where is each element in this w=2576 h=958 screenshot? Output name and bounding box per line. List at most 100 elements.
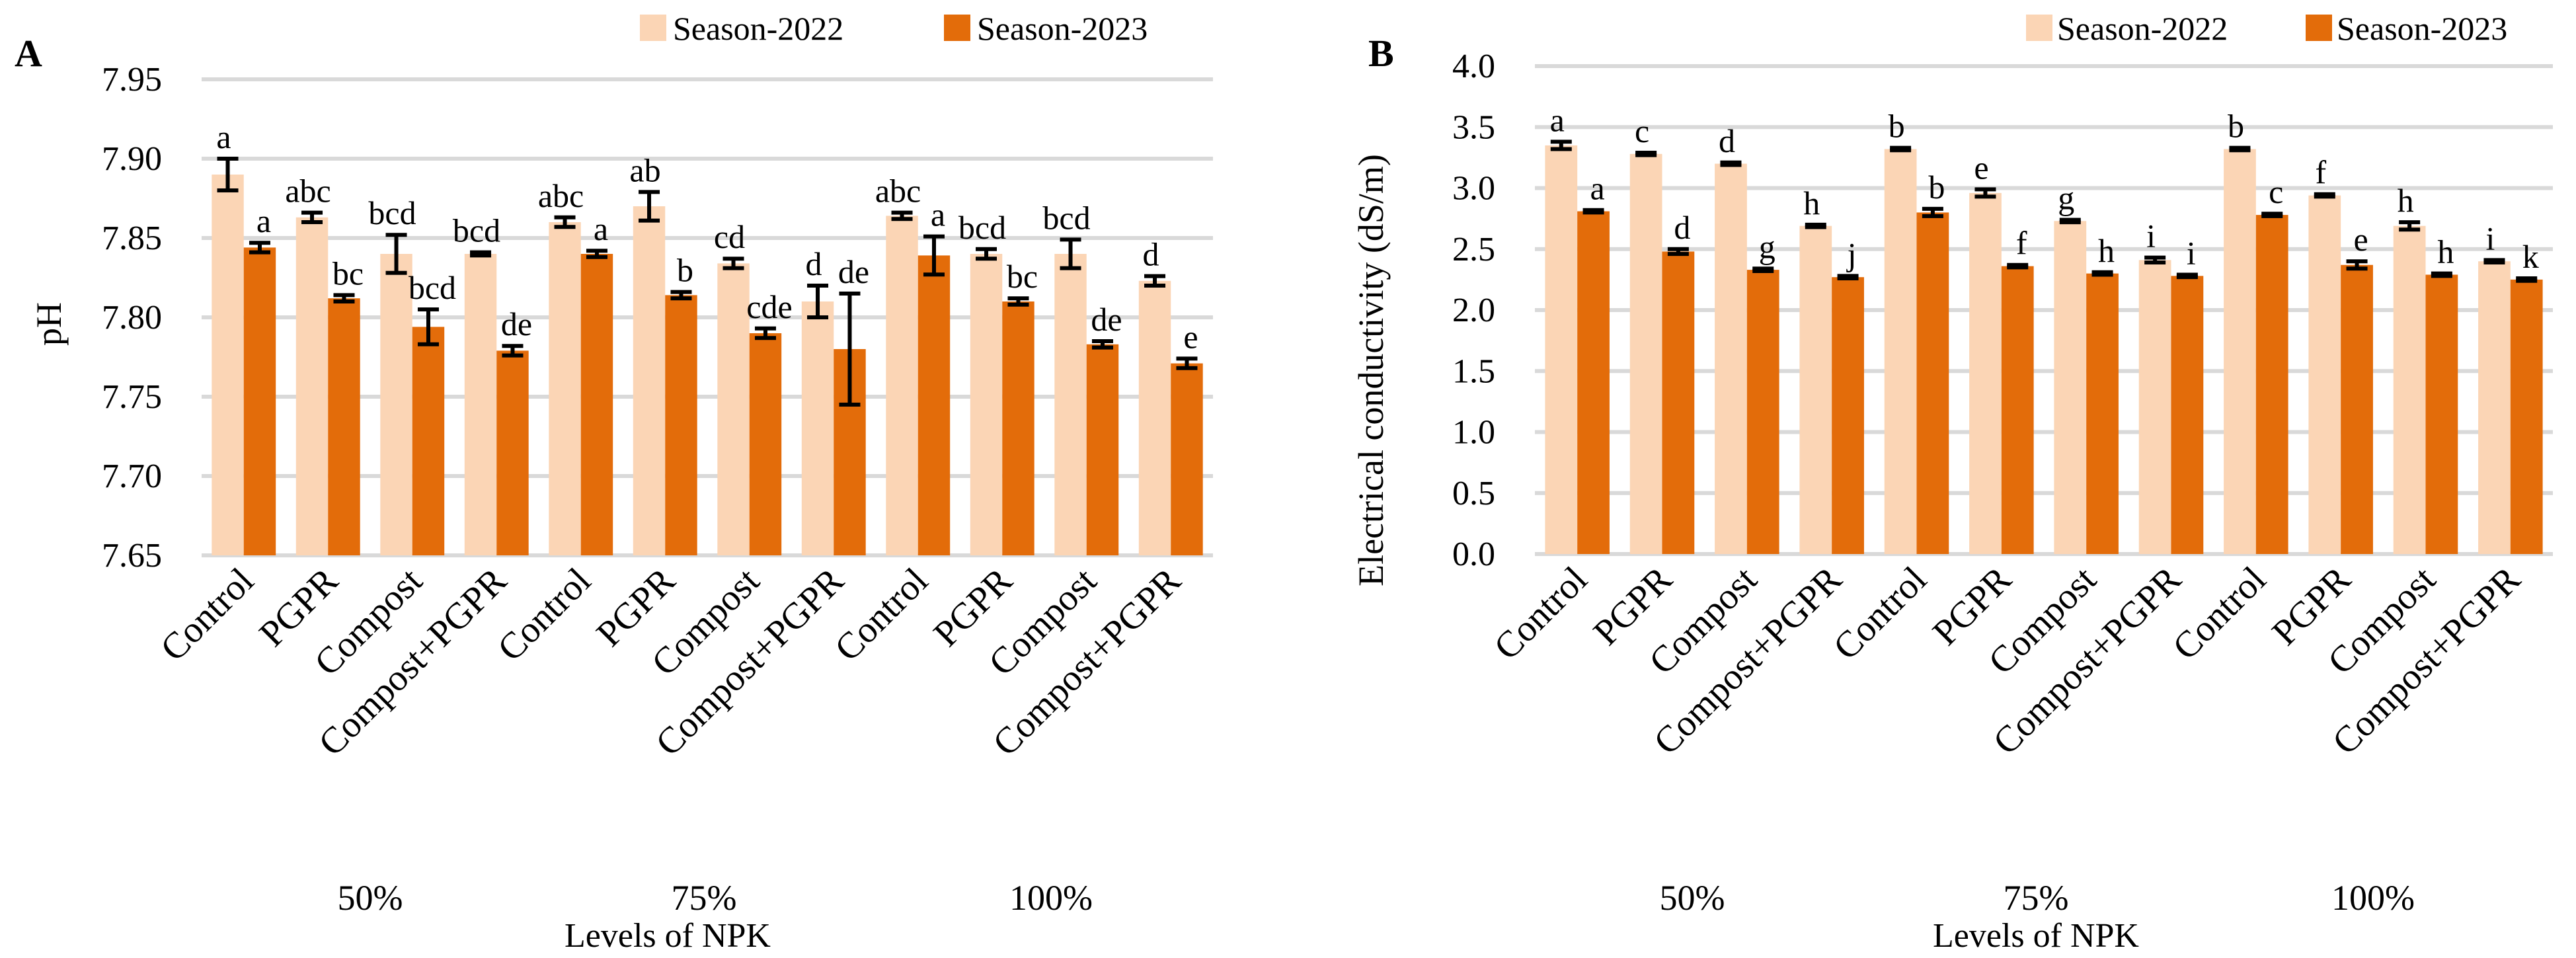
significance-letter: bcd — [958, 209, 1006, 246]
significance-letter: b — [1889, 108, 1905, 145]
legend-swatch-season-2022 — [2026, 15, 2052, 41]
panel-a-y-tick-labels: 7.65 7.70 7.75 7.80 7.85 7.90 7.95 — [102, 61, 162, 575]
significance-letter: b — [2228, 108, 2244, 145]
significance-letter: bc — [332, 255, 364, 292]
y-tick-label: 7.80 — [102, 299, 162, 337]
bar-season-2022 — [1545, 145, 1578, 555]
significance-letter: a — [1590, 170, 1604, 207]
y-tick-label: 1.0 — [1452, 414, 1495, 452]
bar-season-2023 — [2510, 279, 2543, 554]
significance-letter: bc — [1007, 258, 1038, 295]
bar-season-2023 — [749, 333, 782, 555]
y-tick-label: 7.65 — [102, 537, 162, 575]
significance-letter: cd — [714, 218, 745, 255]
significance-letter: abc — [538, 177, 584, 214]
panel-a-label: A — [15, 32, 42, 75]
significance-letter: bcd — [453, 212, 500, 249]
bar-season-2023 — [2255, 215, 2288, 555]
panel-a-legend: Season-2022 Season-2023 — [640, 10, 1148, 47]
significance-letter: k — [2522, 238, 2539, 275]
y-tick-label: 0.5 — [1452, 475, 1495, 512]
bar-season-2023 — [1171, 363, 1203, 555]
significance-letter: c — [2269, 173, 2283, 210]
bar-season-2023 — [1916, 212, 1949, 554]
significance-letter: c — [1635, 112, 1649, 149]
panel-a-x-axis-title: Levels of NPK — [565, 917, 771, 955]
bar-season-2023 — [1662, 251, 1695, 554]
significance-letter: a — [1550, 101, 1565, 138]
significance-letter: f — [2016, 225, 2027, 262]
significance-letter: h — [1803, 184, 1820, 221]
panel-a-y-axis-title: pH — [29, 302, 69, 346]
bar-season-2023 — [1577, 211, 1610, 554]
legend-label-season-2023: Season-2023 — [977, 10, 1148, 47]
y-tick-label: 7.70 — [102, 458, 162, 495]
group-label: 100% — [2331, 878, 2415, 918]
significance-letter: d — [1674, 209, 1690, 246]
bar-season-2022 — [1799, 225, 1832, 554]
significance-letter: a — [931, 196, 945, 233]
significance-letter: de — [501, 305, 532, 342]
panel-b-group-labels: 50% 75% 100% — [1660, 878, 2415, 918]
significance-letter: j — [1846, 235, 1857, 272]
y-tick-label: 7.95 — [102, 61, 162, 99]
bar-season-2022 — [295, 217, 329, 555]
significance-letter: f — [2315, 154, 2326, 191]
legend-swatch-season-2022 — [640, 15, 666, 41]
significance-letter: bcd — [409, 269, 456, 306]
y-tick-label: 0.0 — [1452, 536, 1495, 573]
bar-season-2022 — [380, 254, 412, 555]
significance-letter: e — [1183, 318, 1198, 355]
legend-swatch-season-2023 — [2306, 15, 2332, 41]
bar-season-2022 — [464, 254, 497, 555]
significance-letter: i — [2187, 234, 2196, 271]
bar-season-2023 — [2341, 264, 2373, 554]
y-tick-label: 1.5 — [1452, 352, 1495, 390]
significance-letter: a — [594, 210, 608, 247]
panel-a-group-labels: 50% 75% 100% — [338, 878, 1093, 918]
significance-letter: abc — [285, 173, 331, 210]
y-tick-label: 4.0 — [1452, 48, 1495, 85]
significance-letter: g — [2058, 179, 2074, 216]
bar-season-2022 — [1884, 149, 1917, 554]
bar-season-2022 — [1138, 280, 1171, 555]
bar-season-2023 — [2001, 266, 2034, 554]
bar-season-2022 — [2054, 221, 2087, 554]
legend-label-season-2023: Season-2023 — [2337, 10, 2507, 47]
bar-season-2022 — [2478, 261, 2511, 554]
bar-season-2023 — [2425, 274, 2458, 554]
significance-letter: e — [2353, 221, 2368, 258]
legend-swatch-season-2023 — [944, 15, 970, 41]
group-label: 50% — [338, 878, 403, 918]
group-label: 100% — [1009, 878, 1093, 918]
panel-b-y-tick-labels: 0.0 0.5 1.0 1.5 2.0 2.5 3.0 3.5 4.0 — [1452, 48, 1495, 573]
bar-season-2022 — [2393, 225, 2426, 554]
significance-letter: i — [2146, 218, 2156, 255]
group-label: 75% — [2004, 878, 2069, 918]
panel-b-gridlines — [1535, 64, 2553, 556]
y-tick-label: 3.5 — [1452, 108, 1495, 146]
bar-season-2022 — [1054, 254, 1087, 555]
legend-label-season-2022: Season-2022 — [2057, 10, 2228, 47]
bar-season-2023 — [580, 254, 613, 555]
group-label: 50% — [1660, 878, 1725, 918]
significance-letter: b — [677, 252, 693, 289]
significance-letter: de — [1091, 301, 1122, 338]
bar-season-2022 — [801, 301, 834, 555]
bar-season-2023 — [1832, 277, 1864, 554]
bar-season-2022 — [1715, 163, 1747, 555]
bar-season-2022 — [633, 206, 666, 555]
bar-season-2023 — [1746, 270, 1779, 554]
significance-letter: e — [1974, 149, 1988, 186]
y-tick-label: 2.5 — [1452, 231, 1495, 268]
bar-season-2022 — [1969, 192, 2002, 554]
y-tick-label: 2.0 — [1452, 292, 1495, 329]
significance-letter: ab — [629, 151, 660, 188]
y-tick-label: 3.0 — [1452, 170, 1495, 208]
panel-b-x-axis-title: Levels of NPK — [1933, 917, 2139, 955]
group-label: 75% — [672, 878, 737, 918]
panel-b-label: B — [1368, 32, 1394, 75]
bar-season-2022 — [2224, 149, 2256, 554]
